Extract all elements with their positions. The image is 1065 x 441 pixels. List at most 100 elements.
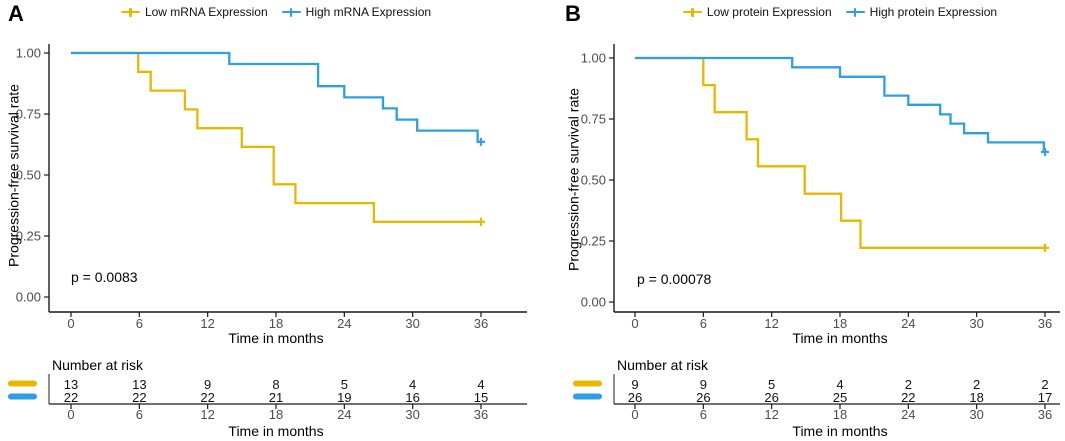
risk-count: 26 xyxy=(628,390,642,405)
x-tick-label: 36 xyxy=(474,316,488,331)
risk-tick-label: 24 xyxy=(337,407,351,422)
risk-x-axis-title: Time in months xyxy=(228,423,324,439)
risk-row-marker xyxy=(8,380,37,387)
risk-row-marker xyxy=(573,393,602,400)
risk-tick-label: 18 xyxy=(269,407,283,422)
km-curve xyxy=(71,51,481,223)
p-value: p = 0.0083 xyxy=(71,269,138,285)
risk-count: 9 xyxy=(700,377,707,392)
panel-label-b: B xyxy=(565,1,581,26)
risk-count: 2 xyxy=(973,377,980,392)
risk-tick-label: 0 xyxy=(631,407,638,422)
risk-count: 22 xyxy=(64,390,78,405)
panel-label-a: A xyxy=(8,1,24,26)
legend-item-low: Low mRNA Expression xyxy=(120,5,268,19)
legend-item-low: Low protein Expression xyxy=(682,5,832,19)
risk-count: 18 xyxy=(969,390,983,405)
risk-count: 13 xyxy=(132,377,146,392)
km-curve xyxy=(635,56,1045,154)
censor-line-marker-icon xyxy=(281,7,301,18)
x-axis-title: Time in months xyxy=(228,330,324,346)
p-value: p = 0.00078 xyxy=(637,271,712,287)
risk-tick-label: 30 xyxy=(969,407,983,422)
legend-a: Low mRNA Expression High mRNA Expression xyxy=(71,5,481,19)
risk-count: 19 xyxy=(337,390,351,405)
risk-count: 9 xyxy=(631,377,638,392)
y-tick-label: 0.25 xyxy=(16,229,41,244)
y-tick-label: 0.75 xyxy=(581,112,606,127)
km-curve xyxy=(635,56,1045,249)
legend-item-high: High protein Expression xyxy=(845,5,997,19)
panel-b: 1.00 0.75 0.50 0.25 0.00 0 6 12 18 24 30 36 9 9 5 4 2 2 2 2… xyxy=(533,0,1065,441)
risk-x-axis-title: Time in months xyxy=(792,423,888,439)
legend-label: Low mRNA Expression xyxy=(144,5,268,19)
risk-row-marker xyxy=(8,393,37,400)
km-plot-a: 1.00 0.75 0.50 0.25 0.00 0 6 12 18 24 30 36 13 13 9 8 5 4… xyxy=(8,44,527,422)
legend-b: Low protein Expression High protein Expr… xyxy=(635,5,1045,19)
risk-count: 15 xyxy=(474,390,488,405)
x-tick-label: 18 xyxy=(833,316,847,331)
x-tick-label: 0 xyxy=(631,316,638,331)
risk-tick-label: 18 xyxy=(833,407,847,422)
y-tick-label: 0.75 xyxy=(16,107,41,122)
risk-count: 8 xyxy=(272,377,279,392)
km-curve xyxy=(71,51,481,143)
y-tick-label: 0.00 xyxy=(16,290,41,305)
x-axis-title: Time in months xyxy=(792,330,888,346)
y-axis-title: Progression-free survival rate xyxy=(565,88,582,271)
risk-count: 2 xyxy=(1041,377,1048,392)
x-tick-label: 30 xyxy=(405,316,419,331)
risk-count: 22 xyxy=(901,390,915,405)
y-tick-label: 1.00 xyxy=(16,46,41,61)
censor-line-marker-icon xyxy=(120,7,140,18)
y-tick-label: 0.00 xyxy=(581,295,606,310)
x-tick-label: 6 xyxy=(136,316,143,331)
risk-count: 4 xyxy=(477,377,484,392)
censor-line-marker-icon xyxy=(682,7,702,18)
legend-item-high: High mRNA Expression xyxy=(281,5,432,19)
risk-table-title: Number at risk xyxy=(617,357,709,373)
risk-tick-label: 30 xyxy=(405,407,419,422)
y-tick-label: 1.00 xyxy=(581,51,606,66)
km-plot-b: 1.000.750.500.250.000 6 12 18 24 30 369 9 5 4 2 2 22… xyxy=(573,44,1060,422)
risk-table-title: Number at risk xyxy=(52,357,144,373)
risk-count: 4 xyxy=(836,377,843,392)
y-axis-title: Progression-free survival rate xyxy=(5,84,22,267)
risk-count: 5 xyxy=(341,377,348,392)
risk-count: 22 xyxy=(132,390,146,405)
risk-row-marker xyxy=(573,380,602,387)
x-tick-label: 0 xyxy=(67,316,74,331)
x-tick-label: 12 xyxy=(764,316,778,331)
x-tick-label: 36 xyxy=(1038,316,1052,331)
y-tick-label: 0.50 xyxy=(16,168,41,183)
x-tick-label: 30 xyxy=(969,316,983,331)
risk-count: 9 xyxy=(204,377,211,392)
x-tick-label: 24 xyxy=(337,316,351,331)
risk-count: 26 xyxy=(764,390,778,405)
y-tick-label: 0.50 xyxy=(581,173,606,188)
risk-tick-label: 36 xyxy=(474,407,488,422)
y-tick-label: 0.25 xyxy=(581,234,606,249)
censor-line-marker-icon xyxy=(845,7,865,18)
risk-count: 21 xyxy=(269,390,283,405)
legend-label: High mRNA Expression xyxy=(305,5,432,19)
risk-count: 4 xyxy=(409,377,416,392)
risk-tick-label: 12 xyxy=(764,407,778,422)
panel-a: 1.00 0.75 0.50 0.25 0.00 0 6 12 18 24 30 36 13 13 9 8 5 4… xyxy=(5,1,527,439)
risk-count: 16 xyxy=(405,390,419,405)
risk-count: 2 xyxy=(905,377,912,392)
risk-tick-label: 36 xyxy=(1038,407,1052,422)
risk-tick-label: 6 xyxy=(700,407,707,422)
risk-count: 22 xyxy=(200,390,214,405)
risk-tick-label: 0 xyxy=(67,407,74,422)
risk-count: 13 xyxy=(64,377,78,392)
risk-tick-label: 6 xyxy=(136,407,143,422)
risk-tick-label: 24 xyxy=(901,407,915,422)
risk-count: 26 xyxy=(696,390,710,405)
risk-count: 25 xyxy=(833,390,847,405)
risk-count: 17 xyxy=(1038,390,1052,405)
risk-tick-label: 12 xyxy=(200,407,214,422)
x-tick-label: 24 xyxy=(901,316,915,331)
x-tick-label: 18 xyxy=(269,316,283,331)
